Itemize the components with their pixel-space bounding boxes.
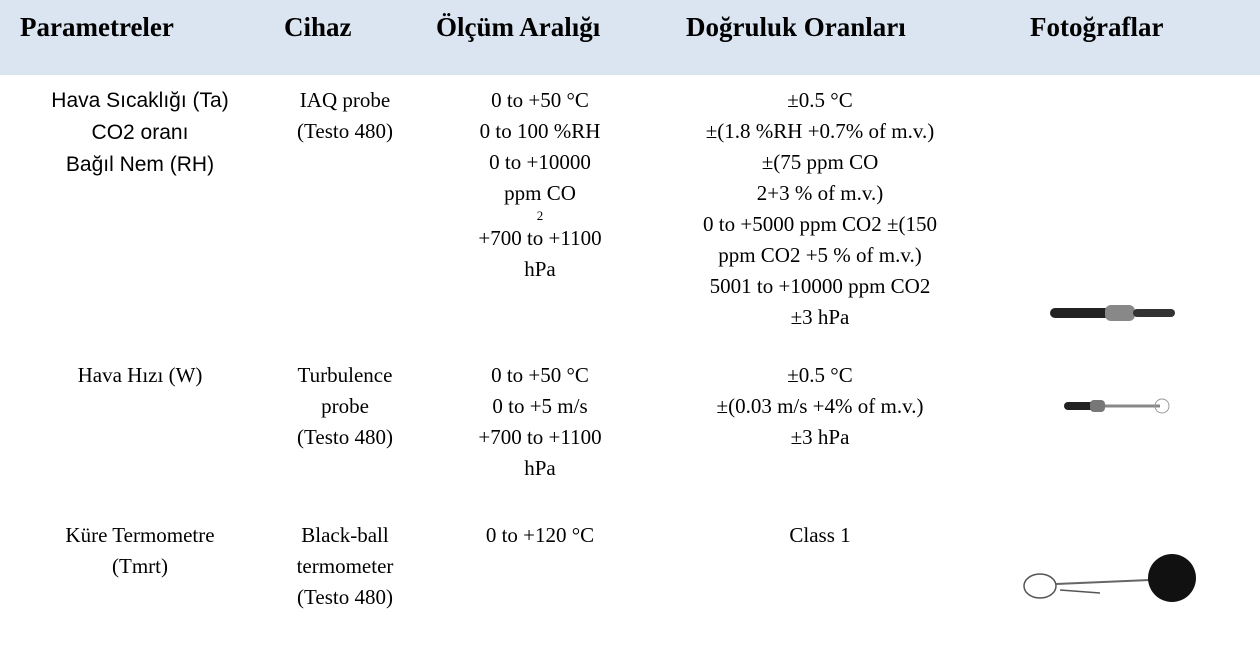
table-cell: IAQ probe (Testo 480) (297, 85, 393, 147)
cell-line: ±3 hPa (790, 305, 850, 329)
cell-line: ppm CO2 +5 % of m.v.) (718, 243, 922, 267)
cell-line: 0 to +5000 ppm CO2 ±(150 (703, 212, 937, 236)
globe-photo (1023, 554, 1196, 602)
cell-line: Bağıl Nem (RH) (65, 153, 215, 176)
cell-line: (Testo 480) (297, 119, 393, 143)
cell-line: (Testo 480) (297, 425, 393, 449)
header-cell: Cihaz (284, 12, 352, 42)
cell-line: Küre Termometre (65, 523, 215, 547)
cell-line: 2 (536, 208, 544, 223)
cell-line: hPa (524, 257, 556, 281)
cell-line: Hava Sıcaklığı (Ta) (51, 89, 229, 112)
cell-line: ±(75 ppm CO (761, 150, 879, 174)
cell-line: hPa (524, 456, 556, 480)
header-cell: Doğruluk Oranları (686, 12, 906, 42)
cell-line: 0 to +120 °C (485, 523, 595, 547)
cell-line: Class 1 (789, 523, 851, 547)
cell-line: ±0.5 °C (787, 363, 853, 387)
cell-line: (Testo 480) (297, 585, 393, 609)
table-cell: Black-ball termometer (Testo 480) (297, 520, 394, 613)
table-cell: Hava Sıcaklığı (Ta) CO2 oranı Bağıl Nem (R… (51, 85, 228, 181)
cell-line: ±0.5 °C (787, 88, 853, 112)
cell-line: IAQ probe (299, 88, 391, 112)
cell-line: termometer (296, 554, 394, 578)
cell-line: 0 to +10000 (489, 150, 591, 174)
header-cell: Ölçüm Aralığı (436, 12, 601, 42)
table-cell: 0 to +50 °C 0 to +5 m/s +700 to +1100 hPa (478, 360, 601, 484)
cell-line: Black-ball (301, 523, 389, 547)
cell-line: ppm CO (504, 181, 576, 205)
probe-photo (1050, 305, 1175, 321)
cell-line: 0 to +5 m/s (492, 394, 588, 418)
cell-line: (Tmrt) (112, 554, 168, 578)
cell-line: 2+3 % of m.v.) (756, 181, 884, 205)
table-cell: ±0.5 °C ±(0.03 m/s +4% of m.v.) ±3 hPa (717, 360, 924, 453)
table-cell: Küre Termometre (Tmrt) (65, 520, 214, 582)
cell-line: 0 to +50 °C (491, 363, 589, 387)
table-cell: Hava Hızı (W) (78, 360, 203, 391)
cell-line: ±(1.8 %RH +0.7% of m.v.) (705, 119, 935, 143)
table-cell: Class 1 (789, 520, 850, 551)
table-cell: ±0.5 °C ±(1.8 %RH +0.7% of m.v.) ±(75 ppm … (703, 85, 937, 333)
table-cell: 0 to +120 °C (486, 520, 594, 551)
table-cell: 0 to +50 °C 0 to 100 %RH 0 to +10000 ppm CO… (478, 85, 601, 285)
cell-line: CO2 oranı (91, 121, 189, 144)
header-cell: Fotoğraflar (1030, 12, 1164, 42)
cell-line: Hava Hızı (W) (77, 363, 203, 387)
header-cell: Parametreler (20, 12, 174, 42)
probe-photo (1064, 398, 1170, 414)
table-cell: Turbulence probe (Testo 480) (297, 360, 393, 453)
header-band (0, 0, 1260, 75)
cell-line: 0 to 100 %RH (479, 119, 601, 143)
cell-line: +700 to +1100 (478, 425, 602, 449)
cell-line: ±3 hPa (790, 425, 850, 449)
cell-line: probe (321, 394, 369, 418)
cell-line: +700 to +1100 (478, 226, 602, 250)
cell-line: Turbulence (297, 363, 393, 387)
cell-line: 0 to +50 °C (491, 88, 589, 112)
cell-line: 5001 to +10000 ppm CO2 (709, 274, 931, 298)
cell-line: ±(0.03 m/s +4% of m.v.) (716, 394, 924, 418)
